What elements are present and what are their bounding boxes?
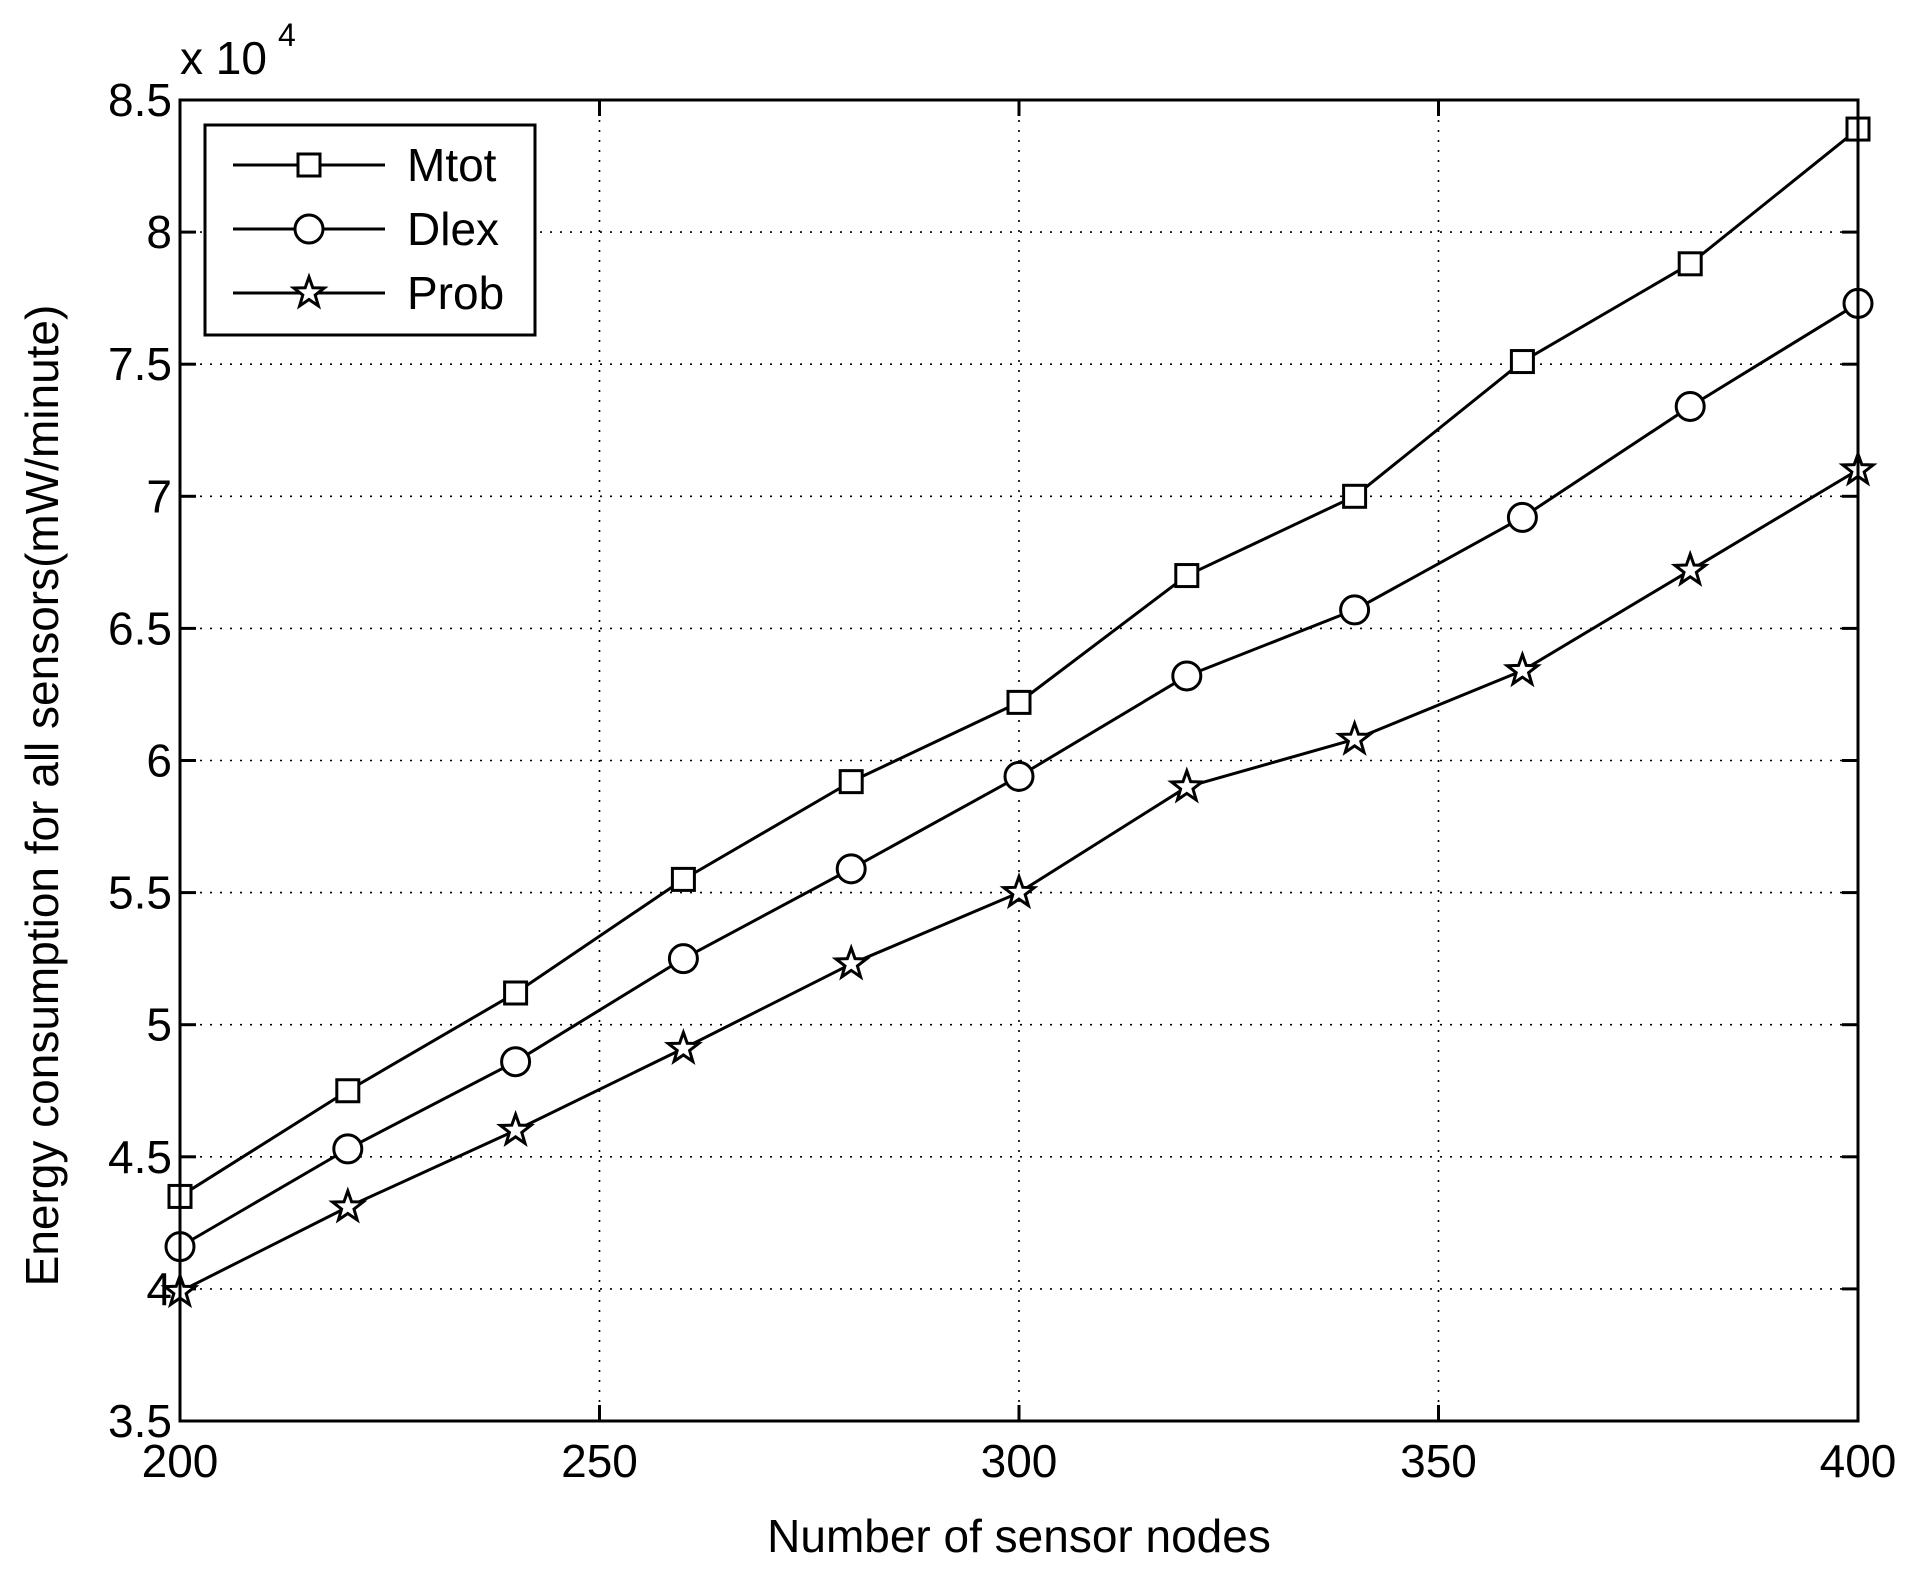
data-point-mtot: [1006, 689, 1032, 715]
legend-item-mtot: Mtot: [233, 139, 497, 191]
y-axis-multiplier-exponent: 4: [278, 17, 296, 53]
legend-label-prob: Prob: [407, 267, 504, 319]
data-point-prob: [1167, 766, 1207, 804]
y-tick-label: 6: [146, 735, 172, 787]
data-point-mtot: [1509, 349, 1535, 375]
x-axis-label: Number of sensor nodes: [767, 1510, 1271, 1562]
data-point-dlex: [332, 1133, 364, 1165]
legend-item-prob: Prob: [233, 267, 504, 319]
data-point-mtot: [1174, 563, 1200, 589]
y-tick-label: 4.5: [108, 1131, 172, 1183]
y-tick-label: 6.5: [108, 602, 172, 654]
plot-area-frame: [178, 98, 1860, 1423]
x-tick-label: 300: [981, 1435, 1058, 1487]
data-point-prob: [1335, 718, 1375, 756]
y-tick-label: 7: [146, 470, 172, 522]
y-axis-label: Energy consumption for all sensors(mW/mi…: [16, 305, 68, 1287]
data-point-prob: [1502, 650, 1542, 688]
y-tick-label: 7.5: [108, 338, 172, 390]
data-point-mtot: [503, 980, 529, 1006]
data-point-dlex: [1171, 660, 1203, 692]
data-point-dlex: [1506, 501, 1538, 533]
data-point-mtot: [670, 866, 696, 892]
data-point-dlex: [835, 853, 867, 885]
data-point-mtot: [1342, 483, 1368, 509]
data-point-mtot: [335, 1078, 361, 1104]
data-point-dlex: [667, 943, 699, 975]
legend-item-dlex: Dlex: [233, 203, 499, 255]
data-point-dlex: [1003, 760, 1035, 792]
data-point-mtot: [838, 769, 864, 795]
y-tick-label: 8.5: [108, 74, 172, 126]
x-tick-label: 400: [1820, 1435, 1897, 1487]
data-point-prob: [663, 1028, 703, 1066]
data-point-dlex: [1674, 390, 1706, 422]
data-point-dlex: [500, 1046, 532, 1078]
y-tick-label: 3.5: [108, 1395, 172, 1447]
data-point-dlex: [1339, 594, 1371, 626]
y-axis-multiplier: x 10: [180, 32, 267, 84]
y-tick-label: 8: [146, 206, 172, 258]
x-tick-label: 250: [561, 1435, 638, 1487]
data-point-prob: [831, 943, 871, 981]
data-point-mtot: [1677, 251, 1703, 277]
series-group: [160, 116, 1878, 1309]
y-tick-label: 5.5: [108, 867, 172, 919]
legend-label-dlex: Dlex: [407, 203, 499, 255]
legend-marker-dlex: [293, 213, 325, 245]
legend-marker-prob: [289, 272, 329, 310]
x-tick-label: 200: [142, 1435, 219, 1487]
x-tick-label: 350: [1400, 1435, 1477, 1487]
data-point-prob: [328, 1186, 368, 1224]
data-point-prob: [496, 1109, 536, 1147]
legend: Mtot Dlex Prob: [203, 123, 537, 337]
grid: [180, 100, 1858, 1421]
legend-label-mtot: Mtot: [407, 139, 497, 191]
data-point-prob: [1670, 549, 1710, 587]
series-dlex: [164, 287, 1874, 1263]
legend-marker-mtot: [296, 152, 322, 178]
y-tick-label: 5: [146, 999, 172, 1051]
data-point-prob: [999, 872, 1039, 910]
